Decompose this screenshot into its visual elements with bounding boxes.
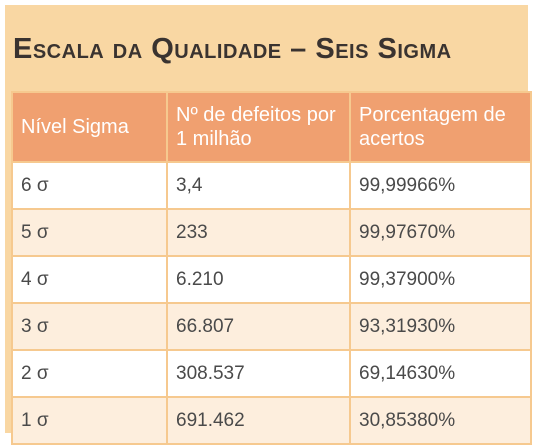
column-header-defects: Nº de defeitos por 1 milhão: [166, 91, 351, 163]
cell-accuracy: 99,97670%: [349, 208, 532, 257]
cell-sigma-level: 2 σ: [11, 349, 168, 398]
page-title: Escala da Qualidade – Seis Sigma: [13, 33, 452, 65]
cell-sigma-level: 4 σ: [11, 255, 168, 304]
cell-accuracy: 99,99966%: [349, 161, 532, 210]
cell-sigma-level: 5 σ: [11, 208, 168, 257]
quality-scale-card: Escala da Qualidade – Seis Sigma Nível S…: [5, 5, 532, 445]
table-row: 2 σ 308.537 69,14630%: [11, 349, 532, 398]
cell-sigma-level: 6 σ: [11, 161, 168, 210]
cell-accuracy: 69,14630%: [349, 349, 532, 398]
cell-defects: 3,4: [166, 161, 351, 210]
cell-defects: 6.210: [166, 255, 351, 304]
sigma-table: Nível Sigma Nº de defeitos por 1 milhão …: [11, 91, 532, 445]
table-header-row: Nível Sigma Nº de defeitos por 1 milhão …: [11, 91, 532, 163]
table-row: 3 σ 66.807 93,31930%: [11, 302, 532, 351]
cell-sigma-level: 3 σ: [11, 302, 168, 351]
table-row: 5 σ 233 99,97670%: [11, 208, 532, 257]
cell-defects: 233: [166, 208, 351, 257]
table-row: 4 σ 6.210 99,37900%: [11, 255, 532, 304]
column-header-accuracy: Porcentagem de acertos: [349, 91, 532, 163]
table-row: 6 σ 3,4 99,99966%: [11, 161, 532, 210]
cell-defects: 308.537: [166, 349, 351, 398]
column-header-sigma-level: Nível Sigma: [11, 91, 168, 163]
cell-accuracy: 93,31930%: [349, 302, 532, 351]
cell-accuracy: 99,37900%: [349, 255, 532, 304]
cell-defects: 66.807: [166, 302, 351, 351]
